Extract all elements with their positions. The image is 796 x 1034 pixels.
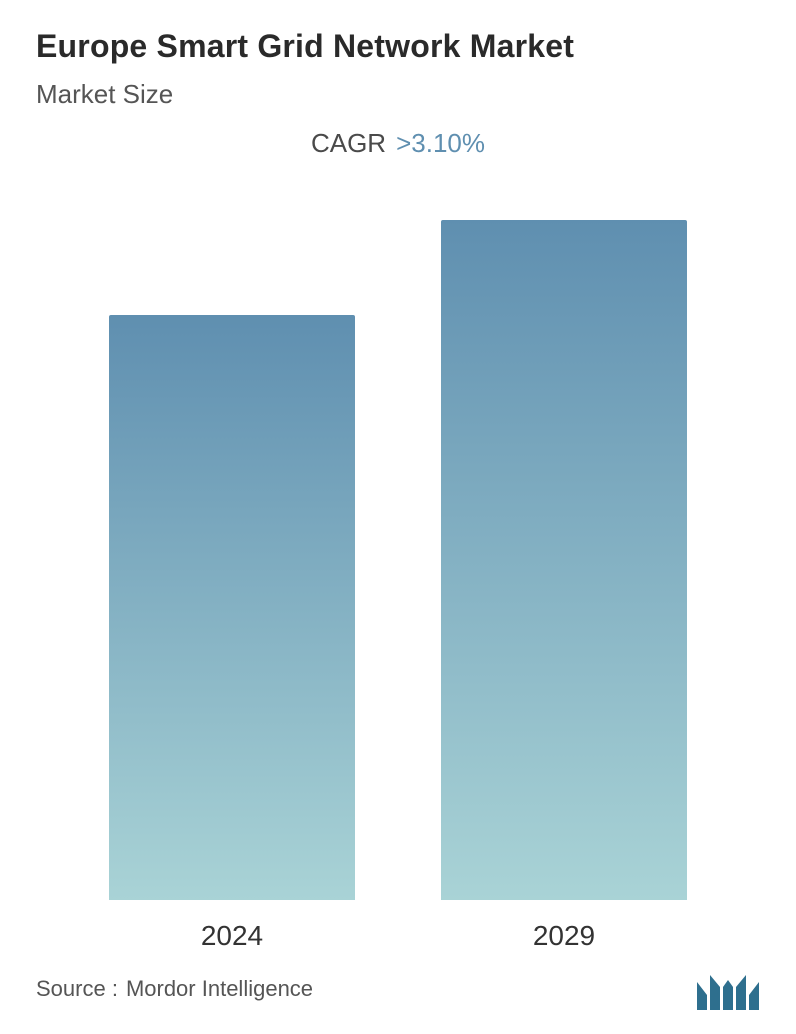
source-line: Source : Mordor Intelligence: [36, 976, 313, 1002]
cagr-value: 3.10%: [411, 128, 485, 158]
source-label: Source :: [36, 976, 118, 1002]
cagr-label: CAGR: [311, 128, 386, 159]
bar-col-0: [102, 315, 362, 900]
bar-0: [109, 315, 355, 900]
page-title: Europe Smart Grid Network Market: [36, 28, 760, 65]
cagr-gt: >: [396, 128, 411, 158]
bars-wrap: [36, 220, 760, 900]
x-axis-labels: 2024 2029: [36, 920, 760, 952]
logo-paths: [697, 975, 759, 1010]
chart-container: Europe Smart Grid Network Market Market …: [0, 0, 796, 1034]
footer: Source : Mordor Intelligence: [36, 958, 760, 1014]
page-subtitle: Market Size: [36, 79, 760, 110]
x-label-0: 2024: [102, 920, 362, 952]
mordor-logo-icon: [696, 967, 760, 1011]
bar-col-1: [434, 220, 694, 900]
x-label-1: 2029: [434, 920, 694, 952]
source-value: Mordor Intelligence: [126, 976, 313, 1002]
cagr-row: CAGR >3.10%: [36, 128, 760, 159]
bar-1: [441, 220, 687, 900]
chart-area: 2024 2029: [36, 167, 760, 958]
